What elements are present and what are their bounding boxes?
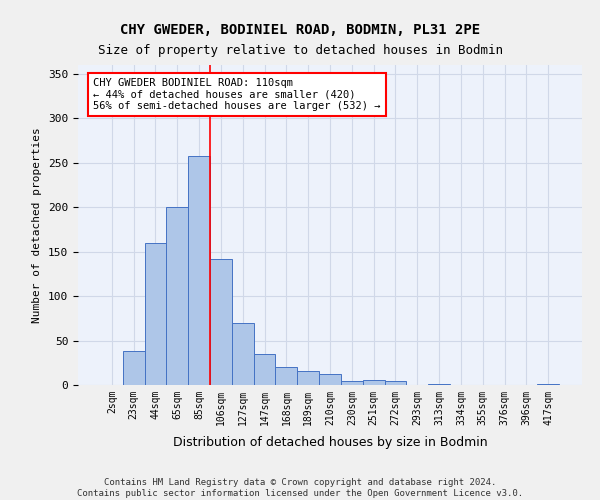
Bar [363,380,385,385]
Bar [188,156,210,385]
Text: Size of property relative to detached houses in Bodmin: Size of property relative to detached ho… [97,44,503,57]
Bar [385,382,406,385]
Bar [537,384,559,385]
Bar [210,259,232,385]
Bar [232,323,254,385]
Bar [123,351,145,385]
Text: CHY GWEDER, BODINIEL ROAD, BODMIN, PL31 2PE: CHY GWEDER, BODINIEL ROAD, BODMIN, PL31 … [120,22,480,36]
Bar [166,207,188,385]
Y-axis label: Number of detached properties: Number of detached properties [32,127,43,323]
Bar [428,384,450,385]
Bar [341,380,363,385]
Bar [254,354,275,385]
X-axis label: Distribution of detached houses by size in Bodmin: Distribution of detached houses by size … [173,436,487,449]
Bar [319,374,341,385]
Text: Contains HM Land Registry data © Crown copyright and database right 2024.
Contai: Contains HM Land Registry data © Crown c… [77,478,523,498]
Text: CHY GWEDER BODINIEL ROAD: 110sqm
← 44% of detached houses are smaller (420)
56% : CHY GWEDER BODINIEL ROAD: 110sqm ← 44% o… [93,78,380,111]
Bar [297,371,319,385]
Bar [275,367,297,385]
Bar [145,243,166,385]
